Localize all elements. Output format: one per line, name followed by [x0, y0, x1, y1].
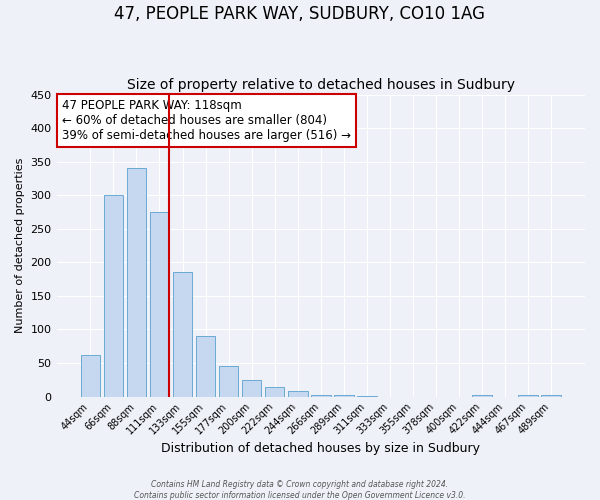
Text: Contains HM Land Registry data © Crown copyright and database right 2024.
Contai: Contains HM Land Registry data © Crown c…: [134, 480, 466, 500]
Title: Size of property relative to detached houses in Sudbury: Size of property relative to detached ho…: [127, 78, 515, 92]
Text: 47 PEOPLE PARK WAY: 118sqm
← 60% of detached houses are smaller (804)
39% of sem: 47 PEOPLE PARK WAY: 118sqm ← 60% of deta…: [62, 99, 351, 142]
Bar: [288, 391, 308, 396]
Bar: [472, 394, 492, 396]
Bar: [242, 380, 262, 396]
Bar: [173, 272, 193, 396]
Bar: [104, 194, 123, 396]
Bar: [196, 336, 215, 396]
Bar: [127, 168, 146, 396]
Bar: [541, 395, 561, 396]
Bar: [80, 355, 100, 397]
Bar: [219, 366, 238, 396]
Text: 47, PEOPLE PARK WAY, SUDBURY, CO10 1AG: 47, PEOPLE PARK WAY, SUDBURY, CO10 1AG: [115, 5, 485, 23]
Bar: [334, 395, 353, 396]
Bar: [518, 394, 538, 396]
Bar: [311, 394, 331, 396]
X-axis label: Distribution of detached houses by size in Sudbury: Distribution of detached houses by size …: [161, 442, 480, 455]
Bar: [265, 386, 284, 396]
Bar: [149, 212, 169, 396]
Y-axis label: Number of detached properties: Number of detached properties: [15, 158, 25, 334]
